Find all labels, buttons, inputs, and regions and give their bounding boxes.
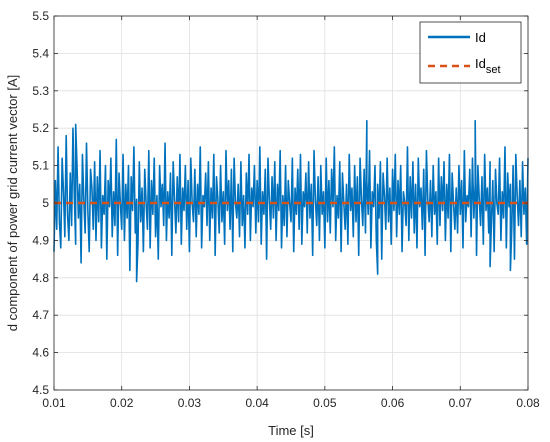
legend-label-id-set-subscript: set xyxy=(486,64,501,76)
y-axis-label: d component of power grid current vector… xyxy=(5,75,20,332)
x-tick-labels: 0.01 0.02 0.03 0.04 0.05 0.06 0.07 0.08 xyxy=(42,396,540,410)
x-tick-label: 0.02 xyxy=(110,396,134,410)
x-tick-label: 0.05 xyxy=(313,396,337,410)
y-tick-label: 4.5 xyxy=(32,383,49,397)
x-axis-label: Time [s] xyxy=(268,423,314,438)
y-tick-label: 5.5 xyxy=(32,9,49,23)
series-layer xyxy=(53,119,529,283)
x-tick-label: 0.03 xyxy=(178,396,202,410)
y-tick-label: 4.9 xyxy=(32,233,49,247)
x-tick-label: 0.06 xyxy=(381,396,405,410)
legend-label-id-set-main: Id xyxy=(475,56,486,71)
y-tick-label: 5 xyxy=(42,196,49,210)
y-tick-label: 4.8 xyxy=(32,271,49,285)
y-tick-labels: 4.5 4.6 4.7 4.8 4.9 5 5.1 5.2 5.3 5.4 5.5 xyxy=(32,9,49,397)
y-tick-label: 4.7 xyxy=(32,308,49,322)
series-line-id xyxy=(53,119,529,283)
legend-label-id: Id xyxy=(475,30,486,45)
y-tick-label: 5.4 xyxy=(32,46,49,60)
x-tick-label: 0.01 xyxy=(42,396,66,410)
x-tick-label: 0.04 xyxy=(245,396,269,410)
legend: Id Idset xyxy=(419,21,522,84)
y-tick-label: 4.6 xyxy=(32,346,49,360)
x-tick-label: 0.08 xyxy=(516,396,540,410)
y-tick-label: 5.2 xyxy=(32,121,49,135)
legend-label-id-set: Idset xyxy=(475,56,501,76)
y-tick-label: 5.3 xyxy=(32,84,49,98)
y-tick-label: 5.1 xyxy=(32,159,49,173)
x-tick-label: 0.07 xyxy=(449,396,473,410)
legend-box xyxy=(419,21,522,84)
tick-marks xyxy=(53,15,529,391)
